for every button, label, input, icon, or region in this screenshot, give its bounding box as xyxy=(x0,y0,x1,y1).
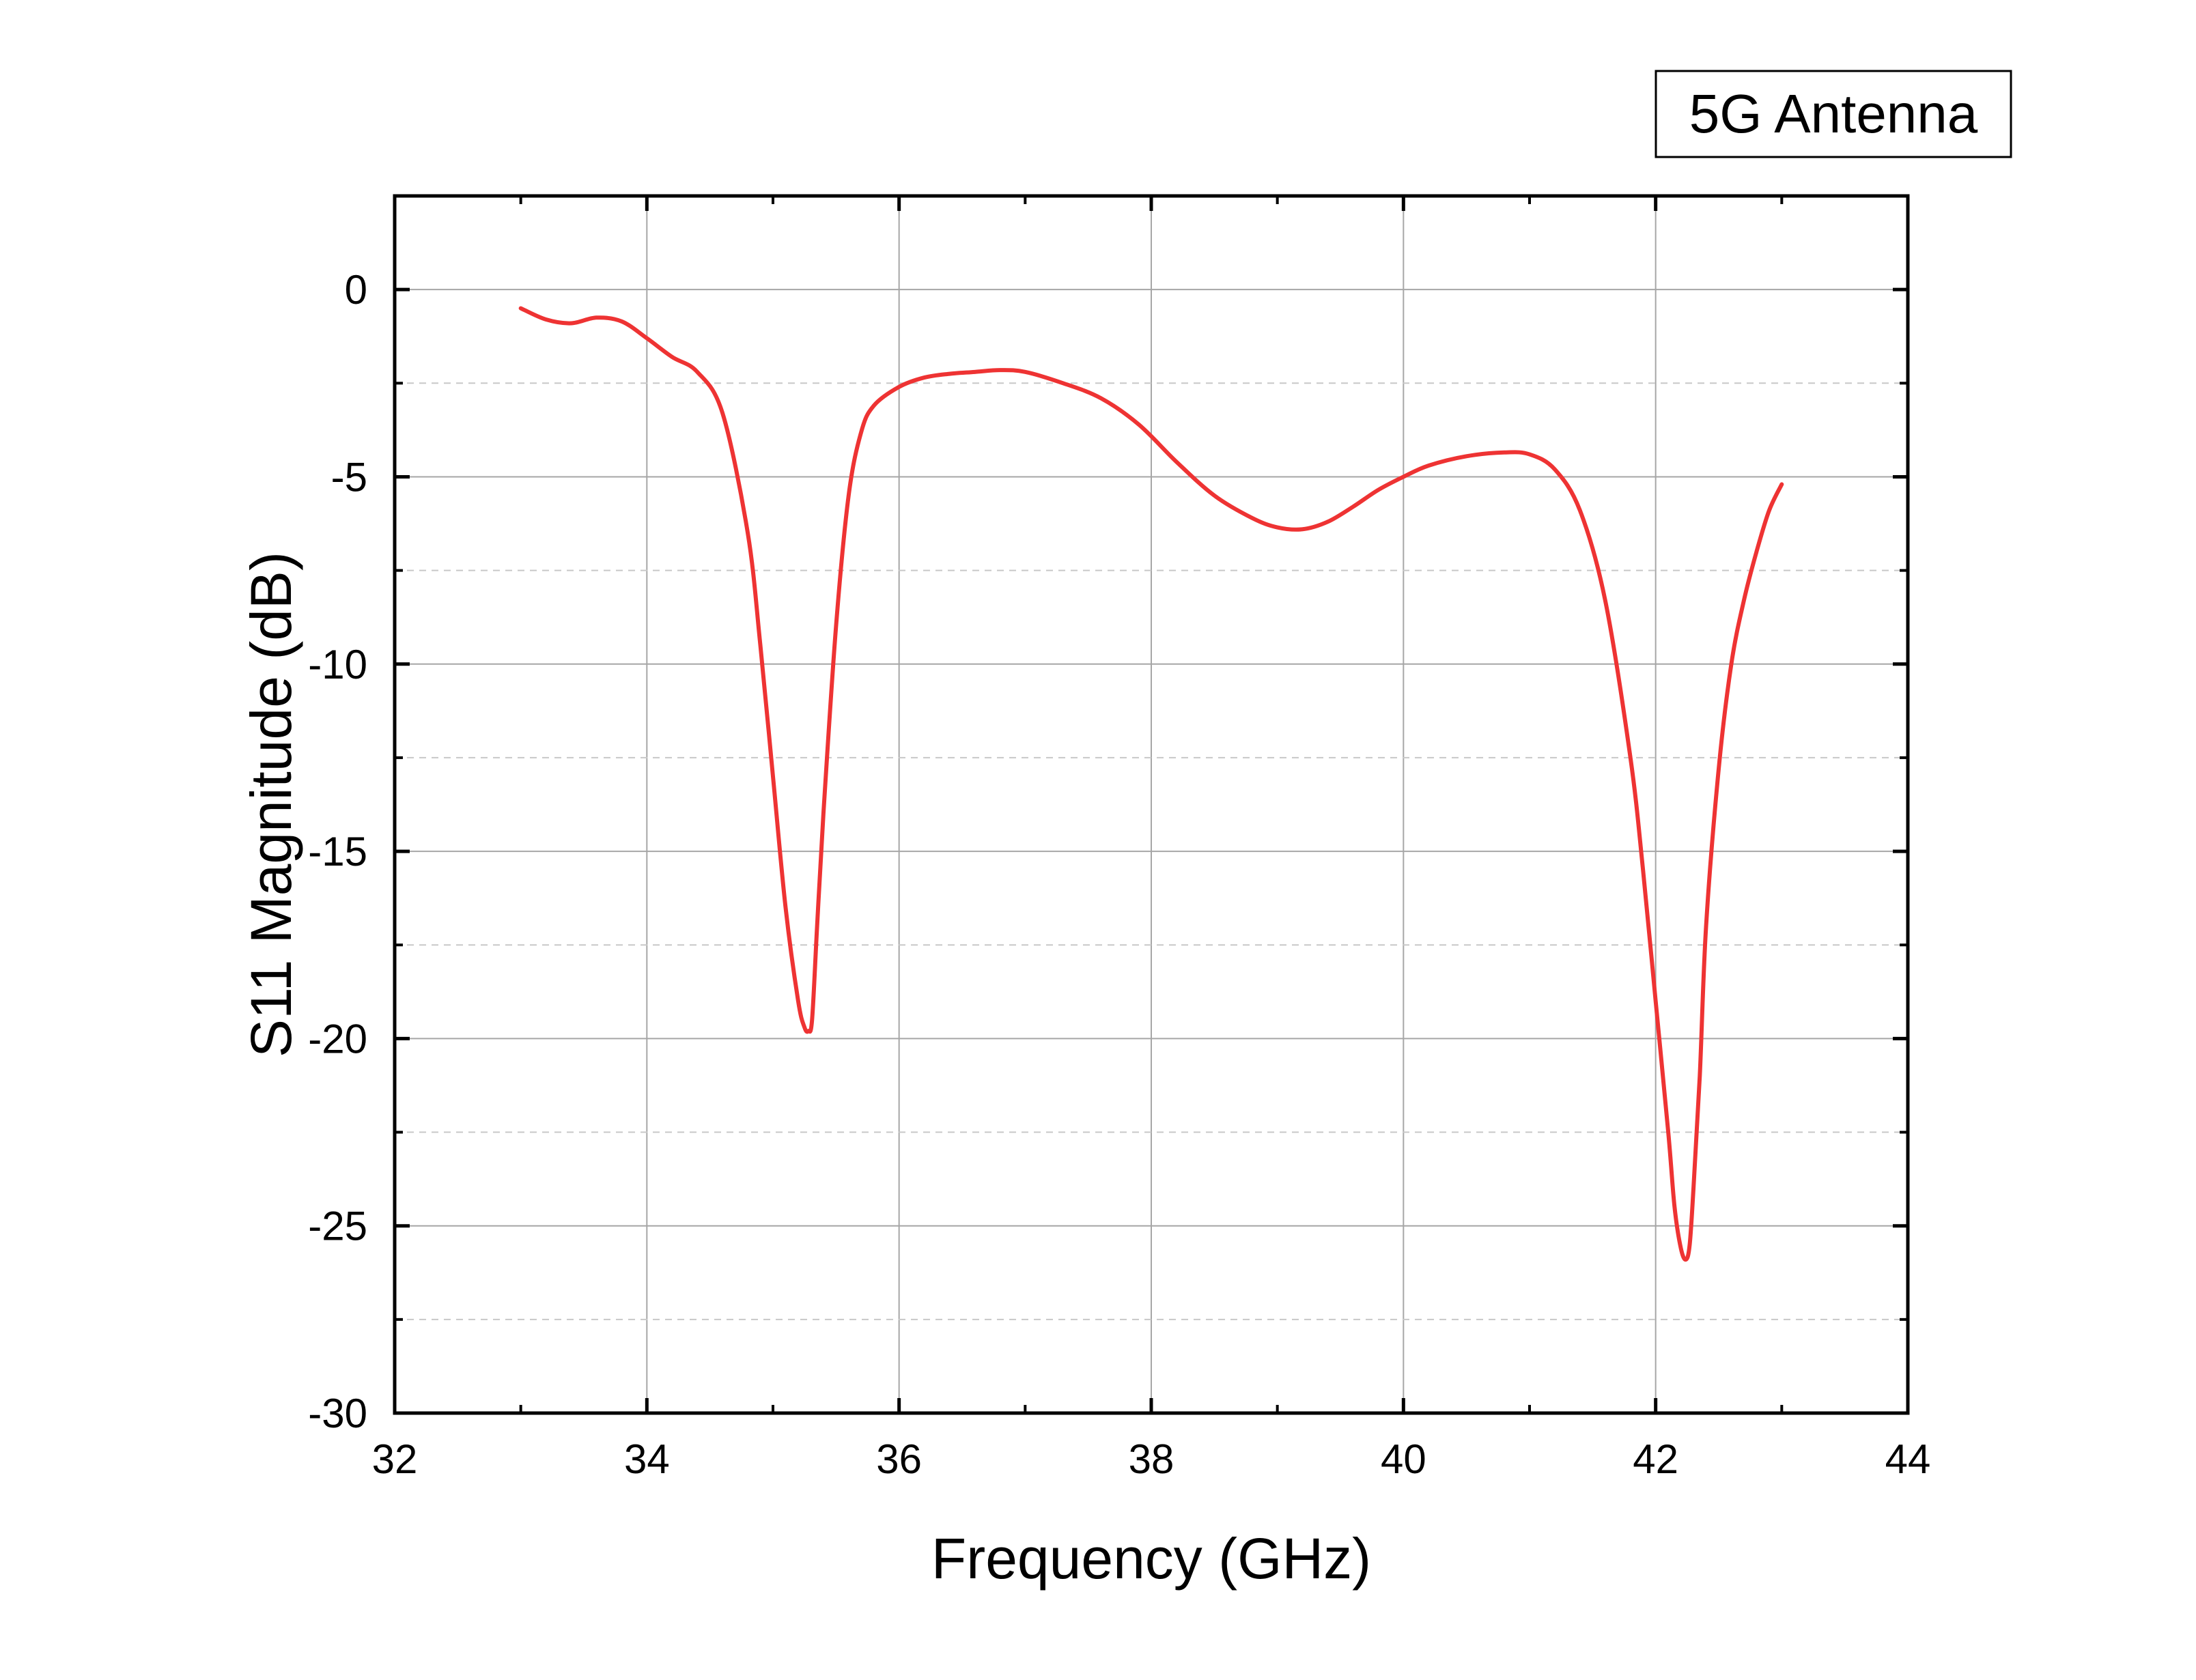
x-tick-label: 42 xyxy=(1633,1436,1678,1482)
s11-series-line xyxy=(518,306,1784,1262)
legend-box: 5G Antenna xyxy=(1655,70,2012,158)
x-axis-title: Frequency (GHz) xyxy=(931,1526,1371,1591)
y-tick-label: -10 xyxy=(308,642,367,687)
legend-text: 5G Antenna xyxy=(1689,83,1978,144)
series-layer xyxy=(518,306,1784,1262)
tick-layer xyxy=(393,196,1910,1415)
y-tick-label: -30 xyxy=(308,1391,367,1436)
y-tick-label: -20 xyxy=(308,1016,367,1062)
x-tick-label: 36 xyxy=(876,1436,922,1482)
y-tick-label: -25 xyxy=(308,1204,367,1249)
label-layer: 32 34 36 38 40 42 44 0 -5 -10 -15 -20 -25 -30 xyxy=(308,267,1930,1482)
x-tick-label: 44 xyxy=(1885,1436,1931,1482)
y-axis-title: S11 Magnitude (dB) xyxy=(239,552,303,1057)
grid-layer xyxy=(395,196,1908,1413)
y-tick-label: 0 xyxy=(345,267,367,313)
x-tick-label: 34 xyxy=(624,1436,670,1482)
x-tick-label: 32 xyxy=(372,1436,418,1482)
y-tick-label: -15 xyxy=(308,829,367,874)
x-tick-label: 38 xyxy=(1129,1436,1174,1482)
x-tick-label: 40 xyxy=(1381,1436,1426,1482)
legend-frame xyxy=(1655,70,2012,158)
y-tick-label: -5 xyxy=(331,454,367,500)
